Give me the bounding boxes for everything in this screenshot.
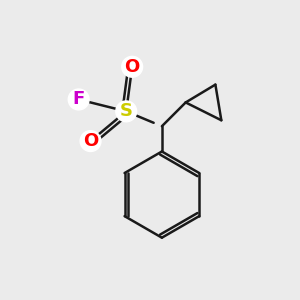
Text: O: O [83,132,98,150]
Circle shape [116,101,136,122]
Circle shape [68,89,89,110]
Text: O: O [124,58,140,76]
Text: S: S [120,102,133,120]
Text: F: F [73,91,85,109]
Circle shape [122,56,142,77]
Circle shape [80,131,101,152]
